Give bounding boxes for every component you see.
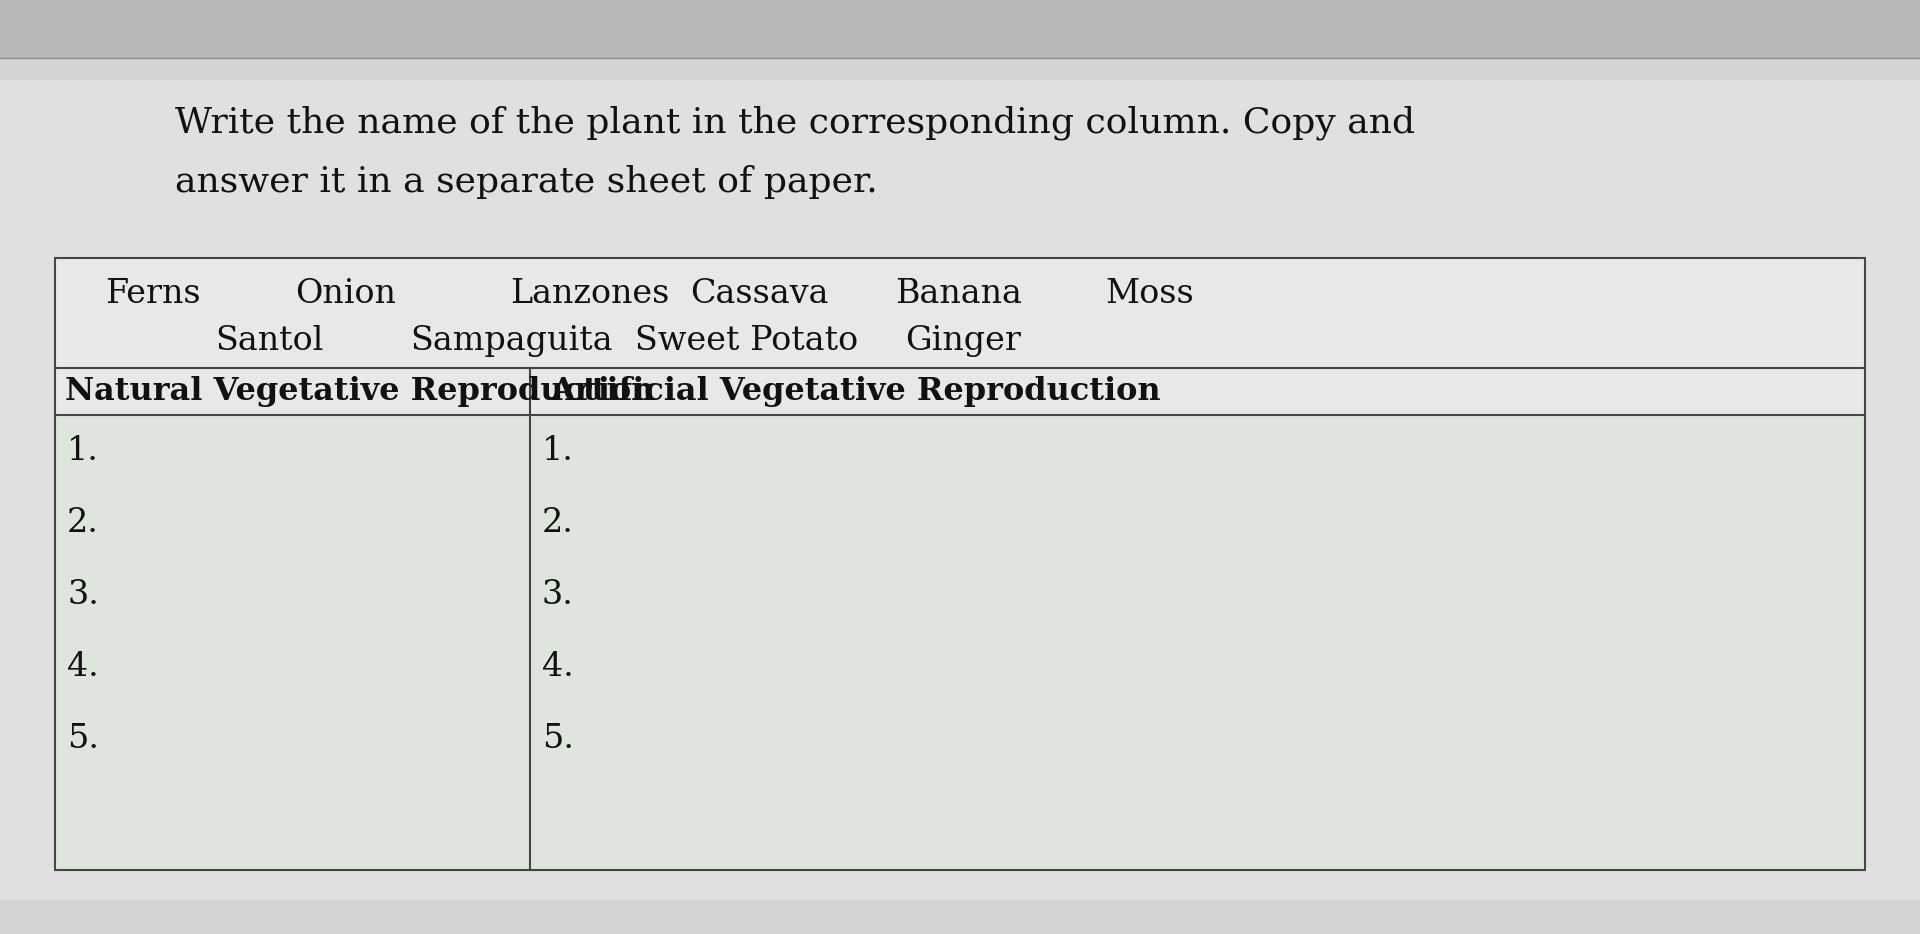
Text: 5.: 5.: [541, 723, 574, 755]
Bar: [56, 258, 1864, 870]
Text: Ferns: Ferns: [106, 278, 200, 310]
Text: Banana: Banana: [895, 278, 1021, 310]
Text: Lanzones: Lanzones: [511, 278, 670, 310]
Text: 1.: 1.: [541, 435, 574, 467]
Text: 3.: 3.: [541, 579, 574, 611]
Text: 2.: 2.: [541, 507, 574, 539]
Text: 4.: 4.: [67, 651, 98, 683]
Text: Ginger: Ginger: [904, 325, 1021, 357]
Text: Natural Vegetative Reproduction: Natural Vegetative Reproduction: [65, 376, 655, 407]
Bar: [56, 368, 1864, 415]
Text: 3.: 3.: [67, 579, 98, 611]
Text: Sweet Potato: Sweet Potato: [636, 325, 858, 357]
Bar: [56, 258, 1864, 870]
Text: 2.: 2.: [67, 507, 98, 539]
Text: answer it in a separate sheet of paper.: answer it in a separate sheet of paper.: [175, 165, 877, 199]
Text: Onion: Onion: [296, 278, 396, 310]
Text: Cassava: Cassava: [689, 278, 829, 310]
Text: Write the name of the plant in the corresponding column. Copy and: Write the name of the plant in the corre…: [175, 105, 1415, 139]
Text: Moss: Moss: [1106, 278, 1194, 310]
Bar: [0, 80, 1920, 900]
Bar: [0, 0, 1920, 58]
Bar: [56, 258, 1864, 368]
Text: Santol: Santol: [215, 325, 323, 357]
Text: 1.: 1.: [67, 435, 98, 467]
Text: Sampaguita: Sampaguita: [411, 325, 612, 357]
Text: Artificial Vegetative Reproduction: Artificial Vegetative Reproduction: [549, 376, 1160, 407]
Text: 4.: 4.: [541, 651, 574, 683]
Bar: [56, 415, 530, 870]
Text: 5.: 5.: [67, 723, 100, 755]
Bar: [530, 415, 1864, 870]
